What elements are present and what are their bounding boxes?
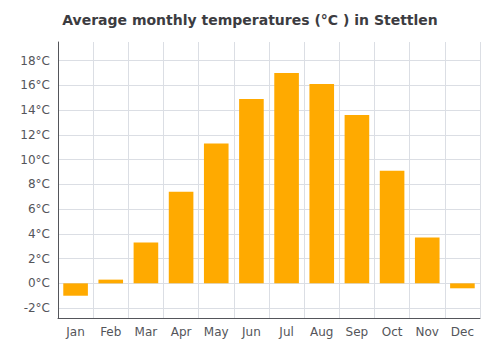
- svg-text:Apr: Apr: [171, 325, 192, 339]
- svg-text:18°C: 18°C: [20, 54, 50, 68]
- svg-text:12°C: 12°C: [20, 128, 50, 142]
- svg-text:8°C: 8°C: [28, 177, 50, 191]
- svg-text:Oct: Oct: [382, 325, 403, 339]
- svg-text:16°C: 16°C: [20, 78, 50, 92]
- svg-text:Feb: Feb: [100, 325, 121, 339]
- svg-text:Mar: Mar: [135, 325, 158, 339]
- svg-text:Jun: Jun: [241, 325, 261, 339]
- svg-text:Dec: Dec: [451, 325, 474, 339]
- svg-text:May: May: [204, 325, 229, 339]
- svg-text:0°C: 0°C: [28, 276, 50, 290]
- svg-text:6°C: 6°C: [28, 202, 50, 216]
- svg-text:Jan: Jan: [65, 325, 85, 339]
- svg-text:10°C: 10°C: [20, 153, 50, 167]
- svg-text:14°C: 14°C: [20, 103, 50, 117]
- svg-text:-2°C: -2°C: [24, 301, 50, 315]
- svg-text:Aug: Aug: [310, 325, 333, 339]
- svg-text:4°C: 4°C: [28, 227, 50, 241]
- svg-text:Nov: Nov: [416, 325, 439, 339]
- svg-text:2°C: 2°C: [28, 252, 50, 266]
- svg-text:Average monthly temperatures (: Average monthly temperatures (°C ) in St…: [62, 12, 438, 28]
- svg-text:Sep: Sep: [346, 325, 369, 339]
- svg-text:Jul: Jul: [278, 325, 293, 339]
